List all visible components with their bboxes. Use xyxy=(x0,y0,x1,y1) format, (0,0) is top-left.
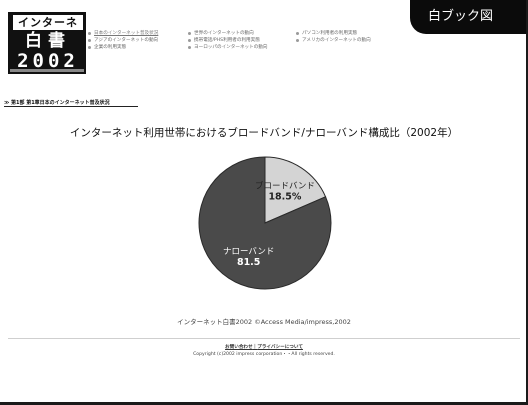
nav-column-3: パソコン利用者の利用実態 アメリカのインターネットの動向 xyxy=(296,30,371,44)
breadcrumb-underline xyxy=(4,106,138,107)
nav-item-world[interactable]: 世界のインターネットの動向 xyxy=(188,30,268,37)
nav-item-pc-users[interactable]: パソコン利用者の利用実態 xyxy=(296,30,371,37)
nav-item-america[interactable]: アメリカのインターネットの動向 xyxy=(296,37,371,44)
copyright: Copyright (c)2002 impress corporation・・A… xyxy=(193,352,335,357)
pie-slice-1 xyxy=(198,156,332,290)
footer-links: お問い合わせ｜プライバシーについて xyxy=(0,344,528,351)
frame-edge-bottom xyxy=(0,402,528,405)
nav-item-enterprise[interactable]: 企業の利用実態 xyxy=(88,44,158,51)
chart-credit: インターネット白書2002 ©Access Media/impress,2002 xyxy=(177,318,351,326)
pie-label-1: ナローバンド xyxy=(223,247,274,257)
footer-divider xyxy=(8,338,520,339)
footer: お問い合わせ｜プライバシーについて Copyright (c)2002 impr… xyxy=(0,344,528,358)
nav-item-mobile[interactable]: 携帯電話/PHS利用者の利用実態 xyxy=(188,37,268,44)
nav-item-europe[interactable]: ヨーロッパのインターネットの動向 xyxy=(188,44,268,51)
pie-slice-0 xyxy=(264,156,327,224)
logo-line-1: インターネット xyxy=(13,15,83,44)
corner-tab: 白ブック図 xyxy=(410,0,528,34)
site-header: インターネット 白書 2002 日本のインターネット普及状況 アジアのインターネ… xyxy=(4,8,518,80)
breadcrumb[interactable]: ≫ 第1部 第1章日本のインターネット普及状況 xyxy=(4,100,110,106)
contact-link[interactable]: お問い合わせ xyxy=(225,345,253,350)
site-logo[interactable]: インターネット 白書 2002 xyxy=(8,12,86,74)
logo-line-2: 白書 xyxy=(25,31,71,51)
chart-title: インターネット利用世帯におけるブロードバンド/ナローバンド構成比（2002年） xyxy=(69,127,459,139)
logo-line-3: 2002 xyxy=(17,50,79,72)
nav-column-1: 日本のインターネット普及状況 アジアのインターネットの動向 企業の利用実態 xyxy=(88,30,158,51)
pie-value-label-1: 81.5 xyxy=(237,257,260,268)
logo-underbar xyxy=(10,69,84,72)
pie-label-0: ブロードバンド xyxy=(255,181,315,192)
nav-column-2: 世界のインターネットの動向 携帯電話/PHS利用者の利用実態 ヨーロッパのインタ… xyxy=(188,30,268,51)
nav-item-asia[interactable]: アジアのインターネットの動向 xyxy=(88,37,158,44)
frame-edge-right xyxy=(526,0,528,405)
nav-item-japan[interactable]: 日本のインターネット普及状況 xyxy=(88,30,158,37)
footer-separator: ｜ xyxy=(252,345,258,350)
pie-value-label-0: 18.5% xyxy=(268,192,301,203)
privacy-link[interactable]: プライバシーについて xyxy=(257,345,303,350)
